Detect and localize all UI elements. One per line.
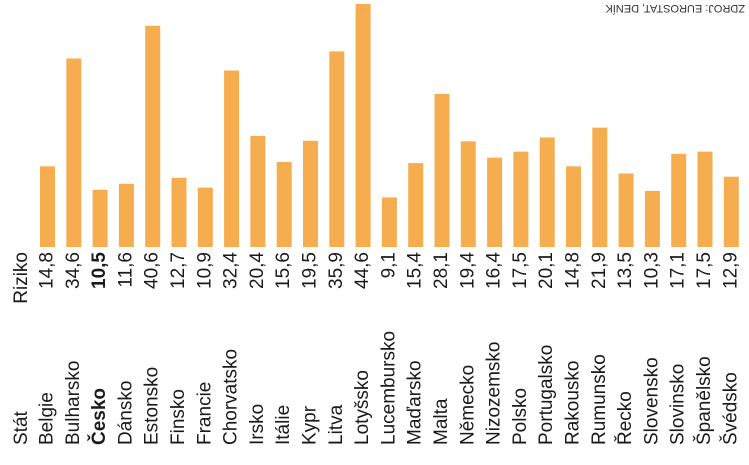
bar xyxy=(145,25,161,248)
category-label: Lotyšsko xyxy=(352,370,373,445)
bar xyxy=(40,166,55,247)
value-label: 17,5 xyxy=(694,252,715,289)
category-label: Kypr xyxy=(300,405,321,445)
category-label: Belgie xyxy=(37,392,58,445)
value-label: 40,6 xyxy=(142,252,163,289)
bar xyxy=(171,177,187,247)
value-label: 20,4 xyxy=(247,252,268,289)
value-label: 10,5 xyxy=(89,252,110,289)
category-label: Rakousko xyxy=(563,361,584,446)
value-label: 28,1 xyxy=(431,252,452,289)
value-label: 32,4 xyxy=(221,252,242,289)
category-label: Francie xyxy=(194,382,215,445)
value-label: 12,7 xyxy=(168,252,189,289)
category-label: Slovinsko xyxy=(668,364,689,445)
category-label: Lucembursko xyxy=(378,331,399,445)
category-label: Estonsko xyxy=(142,367,163,445)
category-label: Rumunsko xyxy=(589,354,610,445)
value-label: 19,4 xyxy=(457,252,478,289)
value-label: 17,1 xyxy=(668,252,689,289)
value-label: 10,3 xyxy=(641,252,662,289)
category-label: Polsko xyxy=(510,388,531,445)
bar xyxy=(118,183,134,247)
value-label: 35,9 xyxy=(326,252,347,289)
value-label: 19,5 xyxy=(300,252,321,289)
bar xyxy=(671,153,687,247)
bar xyxy=(566,166,581,247)
value-label: 14,8 xyxy=(37,252,58,289)
category-label: Dánsko xyxy=(115,381,136,445)
value-label: 17,5 xyxy=(510,252,531,289)
bar xyxy=(276,162,292,247)
bar xyxy=(460,141,476,247)
value-label: 20,1 xyxy=(536,252,557,289)
bar xyxy=(592,127,608,247)
value-label: 15,4 xyxy=(405,252,426,289)
category-label: Německo xyxy=(457,365,478,445)
bar xyxy=(434,93,450,247)
bar xyxy=(355,4,371,247)
category-label: Řecko xyxy=(614,391,636,445)
bar xyxy=(697,151,713,247)
bar xyxy=(224,70,240,247)
value-label: 14,8 xyxy=(563,252,584,289)
category-label: Litva xyxy=(326,404,347,445)
category-label: Malta xyxy=(431,398,452,445)
category-label: Slovensko xyxy=(641,357,662,445)
value-label: 16,4 xyxy=(484,252,505,289)
value-label: 13,5 xyxy=(615,252,636,289)
value-label: 15,6 xyxy=(273,252,294,289)
bar xyxy=(539,137,555,247)
category-label: Portugalsko xyxy=(536,345,557,445)
value-label: 34,6 xyxy=(63,252,84,289)
value-label: 9,1 xyxy=(378,252,399,278)
category-header: Stát xyxy=(11,410,32,445)
bar xyxy=(329,51,345,248)
bar xyxy=(381,197,397,247)
category-label: Finsko xyxy=(168,389,189,445)
bar xyxy=(513,151,529,247)
category-label: Nizozemsko xyxy=(484,342,505,445)
bar xyxy=(197,187,213,247)
bar xyxy=(303,140,318,247)
value-label: 10,9 xyxy=(194,252,215,289)
bar xyxy=(408,163,424,247)
category-label: Irsko xyxy=(247,404,268,445)
value-label: 21,9 xyxy=(589,252,610,289)
value-label: 44,6 xyxy=(352,252,373,289)
value-label: 12,9 xyxy=(720,252,741,289)
category-label: Maďarsko xyxy=(405,360,426,445)
category-label: Švédsko xyxy=(719,372,741,445)
category-label: Chorvatsko xyxy=(221,349,242,445)
bar xyxy=(723,176,739,247)
bar xyxy=(250,135,266,247)
bar xyxy=(66,58,82,247)
bar xyxy=(644,190,660,247)
category-label: Česko xyxy=(88,388,110,445)
value-label: 11,6 xyxy=(115,252,136,288)
category-label: Itálie xyxy=(273,405,294,445)
bar xyxy=(92,189,108,247)
source: ZDROJ: EUROSTAT, DENÍK xyxy=(605,2,745,15)
bar xyxy=(618,173,634,247)
category-label: Španělsko xyxy=(693,356,715,445)
category-label: Bulharsko xyxy=(63,361,84,446)
bar xyxy=(487,157,503,247)
value-header: Riziko xyxy=(11,252,32,304)
